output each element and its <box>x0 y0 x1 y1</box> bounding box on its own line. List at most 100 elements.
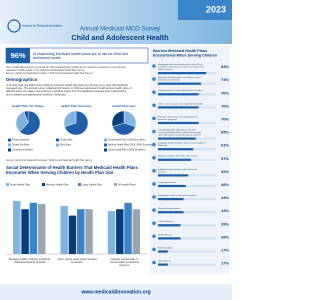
legend-label: All Health Plans <box>118 183 136 186</box>
bar <box>158 237 181 240</box>
barriers-title: Barriers Medicaid Health Plans Encountere… <box>153 49 218 57</box>
barrier-label: Limited number of specialty pediatric pr… <box>158 89 204 92</box>
row-icon <box>152 77 156 81</box>
page: 2023 Institute for Medicaid Innovation A… <box>0 0 232 300</box>
bar <box>21 209 29 254</box>
row-icon <box>152 142 156 147</box>
demographics-text: In its sixth year, the 2023 survey findi… <box>6 83 132 96</box>
row-icon <box>152 90 156 94</box>
org-name: Institute for Medicaid Innovation <box>22 24 62 28</box>
bar <box>158 72 207 75</box>
bar <box>132 209 141 254</box>
category-label: Families express lack of transportation t… <box>110 258 140 267</box>
row-icon <box>152 64 156 68</box>
bar <box>158 174 189 177</box>
legend-swatch <box>104 138 107 142</box>
highlight-text: of responding Medicaid health plans are … <box>33 52 128 60</box>
bar <box>158 198 184 201</box>
row-icon <box>152 221 156 225</box>
bar <box>158 250 168 253</box>
bar-track <box>158 237 216 240</box>
legend-swatch <box>6 183 9 186</box>
pie-title: Health Plan Size <box>112 104 136 108</box>
bar <box>158 224 181 227</box>
legend-label: Single-State <box>60 139 73 142</box>
note-source: Source: Institute for Medicaid Innovatio… <box>6 72 93 75</box>
barrier-label: Engaging family members who are not enro… <box>158 141 207 147</box>
value-label: 83% <box>221 64 229 69</box>
survey-title: Annual Medicaid MCO Survey <box>80 27 160 33</box>
legend-swatch <box>42 183 45 186</box>
highlight-stat: 96% <box>10 51 25 60</box>
bar <box>158 211 184 214</box>
note: Note: Health plans that are not at risk … <box>6 66 127 72</box>
legend-swatch <box>114 183 117 186</box>
bar <box>158 82 201 85</box>
bar <box>116 209 124 254</box>
barrier-label: Barriers related to the foster care syst… <box>158 154 198 157</box>
value-label: 65% <box>221 130 229 135</box>
barrier-label: Language barriers <box>158 180 177 183</box>
legend-label: Government-Owned <box>12 149 33 152</box>
bar <box>85 209 93 254</box>
bar <box>158 137 196 140</box>
value-label: 70% <box>221 116 229 121</box>
row-icon <box>152 247 156 252</box>
year-band <box>178 0 232 20</box>
legend-label: Large Health Plan <box>82 183 103 186</box>
bar <box>158 184 186 188</box>
bar-track <box>158 211 216 214</box>
row-icon <box>152 234 156 239</box>
barrier-label: Coordinating with departments of child se… <box>158 128 202 136</box>
legend-swatch <box>104 143 107 147</box>
barrier-label: Immigration status of parents/caregivers <box>158 194 198 197</box>
bar <box>158 106 199 109</box>
value-label: 48% <box>221 182 229 187</box>
pie-slice <box>112 122 136 136</box>
value-label: 39% <box>221 221 229 226</box>
legend-swatch <box>8 148 11 152</box>
bar <box>158 93 199 96</box>
bar <box>77 209 85 254</box>
bar-track <box>158 198 216 201</box>
barrier-label: Identifying and coordinating with school… <box>158 63 204 71</box>
bar <box>124 202 132 254</box>
pie-slice <box>19 110 41 136</box>
barrier-label: Federal policies <box>158 246 174 249</box>
logo-mark <box>7 19 21 33</box>
row-icon <box>152 103 156 108</box>
barrier-label: Inability to find needed health and soci… <box>158 167 197 173</box>
legend-swatch <box>8 138 11 142</box>
bar <box>158 148 194 151</box>
legend-swatch <box>56 143 59 147</box>
value-label: 61% <box>221 143 229 148</box>
bar <box>37 204 46 254</box>
row-icon <box>152 195 156 199</box>
pie-slice <box>111 110 125 127</box>
row-icon <box>152 129 156 134</box>
barrier-label: Other, unmet social needs reported by fa… <box>158 102 204 105</box>
bar <box>158 158 192 161</box>
barrier-label: Cultural barriers <box>158 220 174 223</box>
pie-slice <box>15 111 29 133</box>
value-label: 17% <box>221 247 229 252</box>
legend-swatch <box>8 143 11 147</box>
value-label: 17% <box>221 261 229 266</box>
bar-track <box>158 263 216 266</box>
section-heading: Demographics <box>6 77 38 82</box>
legend-swatch <box>78 183 81 186</box>
highlight-stat-bg <box>6 48 30 63</box>
footer-url: www.medicaidinnovation.org <box>80 289 150 295</box>
legend-label: Medium Health Plan <box>46 183 69 186</box>
row-icon <box>152 155 156 160</box>
pie-slice <box>64 110 89 136</box>
barrier-label: Families express lack of transportation … <box>158 115 199 121</box>
value-label: 44% <box>221 195 229 200</box>
value-label: 52% <box>221 169 229 174</box>
category-label: Engaging health members to address social… <box>9 258 51 264</box>
pie-slice <box>24 110 29 124</box>
bar <box>68 215 77 254</box>
bar <box>13 200 21 254</box>
legend-label: Medium Health Plan (100K–500K Enrollees) <box>108 144 153 147</box>
bar <box>158 121 199 125</box>
